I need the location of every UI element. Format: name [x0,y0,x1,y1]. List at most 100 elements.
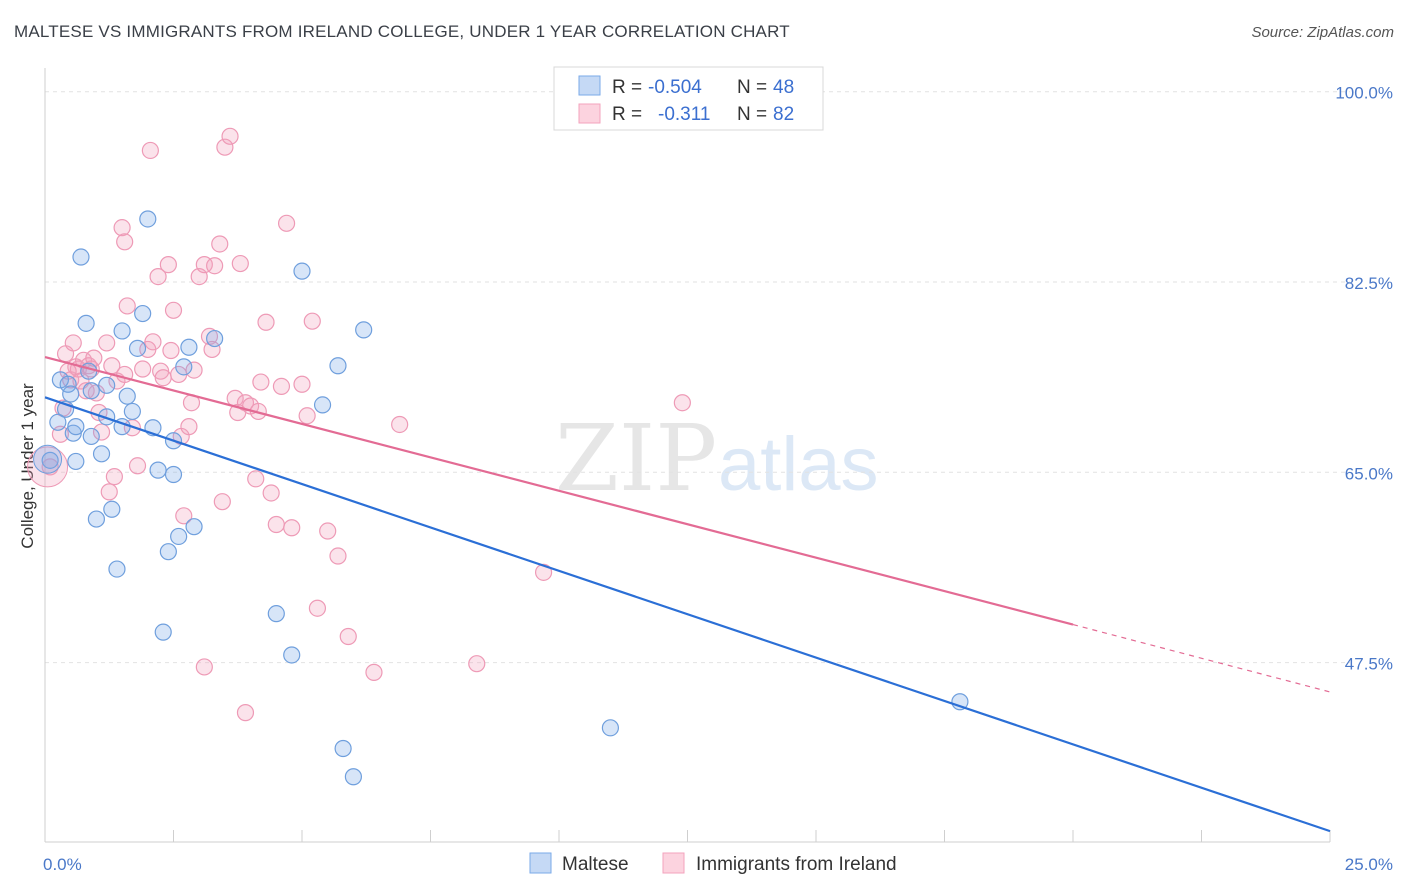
maltese-point [344,768,362,786]
ireland-point [468,655,486,673]
ireland-point [92,423,111,441]
ireland-trend-line-extension [1072,623,1331,693]
maltese-point [164,465,183,484]
maltese-point [601,719,620,737]
maltese-point [170,527,188,546]
ireland-point [134,360,152,378]
maltese-trend-line [44,396,1331,833]
ireland-point [329,547,347,565]
watermark-atlas: atlas [718,422,879,507]
ireland-points [27,127,691,722]
ireland-point [159,256,177,274]
maltese-point [175,358,193,376]
x-tick-label-1: 25.0% [1345,855,1393,874]
ireland-point [339,627,357,646]
maltese-point [128,339,147,357]
ireland-point [64,334,82,352]
ireland-point [236,704,255,722]
maltese-point [149,461,167,479]
maltese-point [72,248,90,266]
maltese-point [113,322,131,340]
ireland-point [195,658,213,676]
ireland-point [673,394,691,412]
ireland-point [206,257,224,275]
maltese-point [267,605,285,623]
maltese-point [67,418,85,436]
ireland-point [231,254,249,273]
ireland-point [98,334,116,352]
ireland-point [262,484,280,502]
y-tick-label-2: 65.0% [1345,464,1393,483]
ireland-point [319,522,337,540]
trend-lines [44,355,1331,833]
maltese-point [49,413,67,431]
ireland-point [175,507,193,525]
ireland-point [41,458,59,476]
maltese-point [80,362,98,380]
maltese-point [154,623,172,641]
legend-r-value-0: -0.504 [648,77,702,98]
legend-n-value-1: 82 [773,104,794,125]
ireland-point [162,341,180,360]
maltese-point [103,500,121,518]
ireland-point [257,313,275,331]
ireland-point [365,663,383,681]
maltese-point [62,385,80,403]
gridlines [45,91,1350,664]
legend-r-value-1: -0.311 [658,104,710,125]
maltese-point [313,396,332,414]
ireland-point [164,301,183,319]
ireland-point [298,407,316,425]
maltese-point-large [33,444,63,474]
ireland-point [277,214,296,232]
ireland-point [247,470,265,488]
legend-box: R = -0.504 N = 48 R = -0.311 N = 82 [553,66,824,131]
y-tick-label-3: 47.5% [1345,655,1393,674]
ireland-point [100,483,118,501]
ireland-point [118,297,136,315]
maltese-point [134,304,152,323]
legend-swatch-ireland [578,103,601,124]
ireland-point [149,267,167,286]
legend-n-label-0: N = [737,77,767,98]
legend-r-label-0: R = [612,77,642,98]
ireland-point [308,599,327,617]
legend-n-label-1: N = [737,104,767,125]
maltese-point [67,452,85,471]
legend-swatch-maltese [578,75,601,96]
maltese-point [180,338,198,356]
ireland-point [283,519,301,537]
ireland-point [185,361,203,379]
ireland-point [252,373,270,391]
bottom-legend-ireland: Immigrants from Ireland [696,854,897,875]
maltese-point [139,210,157,228]
legend-r-label-1: R = [612,104,642,125]
maltese-point [159,543,177,561]
maltese-point [329,357,347,375]
y-tick-labels: 100.0% 82.5% 65.0% 47.5% [1335,84,1393,674]
maltese-point [123,402,141,421]
source-label: Source: ZipAtlas.com [1251,24,1394,41]
maltese-point [108,560,126,578]
bottom-legend-maltese: Maltese [562,854,629,875]
y-tick-label-1: 82.5% [1345,274,1393,293]
maltese-point [206,329,224,348]
ireland-point [113,219,131,237]
ireland-point [144,333,162,351]
ireland-point [154,369,172,387]
watermark-zip: ZIP [555,405,717,512]
ireland-point [203,340,221,359]
maltese-point [82,382,100,400]
ireland-point [211,235,229,253]
maltese-point [98,376,116,394]
ireland-point [85,349,103,367]
ireland-point [216,138,234,156]
maltese-point [334,739,352,758]
ireland-point [534,563,553,581]
y-tick-label-0: 100.0% [1335,84,1393,103]
x-tick-labels: 0.0% 25.0% [43,855,1393,874]
maltese-points [33,210,969,786]
ireland-point [221,127,239,145]
ireland-point [272,377,291,396]
maltese-point [92,445,111,463]
